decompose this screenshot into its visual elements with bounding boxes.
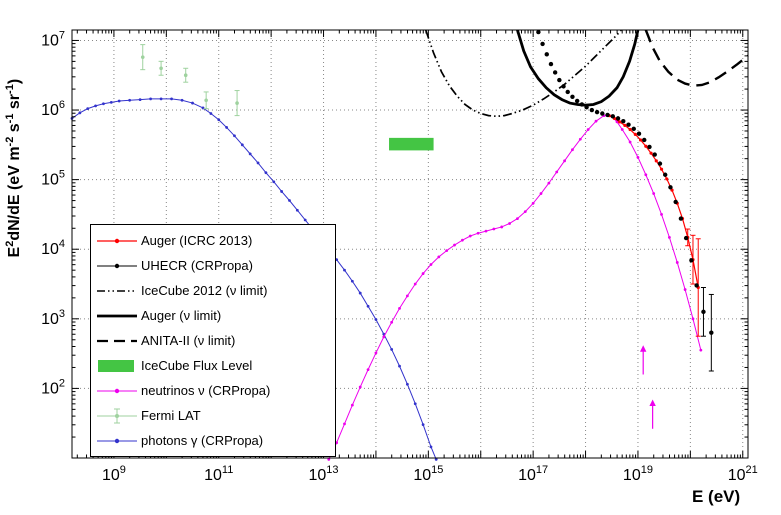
legend-item-auger-icrc2013: Auger (ICRC 2013): [91, 228, 335, 253]
series-auger-icrc2013: [607, 114, 701, 337]
y-axis-title: E2dN/dE (eV m-2 s-1 sr-1): [3, 78, 24, 258]
legend-sample-auger-icrc2013: [97, 238, 137, 243]
svg-text:1011: 1011: [204, 464, 233, 484]
x-axis-title: E (eV): [692, 487, 741, 506]
legend-item-uhecr-crpropa: UHECR (CRPropa): [91, 253, 335, 278]
legend-label: photons γ (CRPropa): [141, 433, 264, 448]
svg-text:1013: 1013: [309, 464, 339, 484]
legend-sample-auger-nu-limit: [97, 314, 137, 317]
svg-text:104: 104: [41, 238, 65, 258]
svg-text:109: 109: [102, 464, 126, 484]
svg-text:102: 102: [41, 377, 65, 397]
legend-label: IceCube Flux Level: [141, 358, 253, 373]
plot-frame: [71, 29, 749, 459]
legend-item-neutrinos-crpropa: neutrinos ν (CRPropa): [91, 378, 335, 403]
legend-label: Auger (ICRC 2013): [141, 233, 253, 248]
legend-item-auger-nu-limit: Auger (ν limit): [91, 303, 335, 328]
legend-item-photons-crpropa: photons γ (CRPropa): [91, 428, 335, 453]
svg-text:106: 106: [41, 99, 65, 119]
legend-sample-uhecr-crpropa: [97, 263, 137, 268]
svg-text:103: 103: [41, 308, 65, 328]
legend-label: UHECR (CRPropa): [141, 258, 253, 273]
icecube-flux-band: [389, 137, 434, 151]
legend-label: IceCube 2012 (ν limit): [141, 283, 268, 298]
legend-sample-icecube-flux-level: [98, 359, 134, 372]
series-icecube2012-limit: [424, 29, 622, 118]
series-anita2-limit: [644, 29, 749, 87]
legend-item-anita2-limit: ANITA-II (ν limit): [91, 328, 335, 353]
svg-text:105: 105: [41, 169, 65, 189]
svg-text:1019: 1019: [623, 464, 653, 484]
legend-sample-anita2-limit: [97, 339, 137, 342]
legend-label: Fermi LAT: [141, 408, 201, 423]
legend-sample-photons-crpropa: [97, 438, 137, 443]
legend-sample-fermi-lat: [97, 408, 137, 423]
series-fermi-lat: [140, 44, 240, 117]
tick-labels: 109 1011 1013 1015 1017 1019 1021 102 103 104 105 1…: [41, 29, 758, 484]
svg-text:1015: 1015: [413, 464, 443, 484]
svg-text:1017: 1017: [518, 464, 548, 484]
legend: Auger (ICRC 2013) UHECR (CRPropa) IceCube …: [90, 224, 336, 457]
svg-text:107: 107: [41, 29, 65, 49]
legend-item-fermi-lat: Fermi LAT: [91, 403, 335, 428]
legend-sample-icecube2012-limit: [97, 289, 137, 292]
legend-label: Auger (ν limit): [141, 308, 222, 323]
legend-label: ANITA-II (ν limit): [141, 333, 236, 348]
legend-sample-neutrinos-crpropa: [97, 388, 137, 393]
svg-text:1021: 1021: [728, 464, 758, 484]
legend-label: neutrinos ν (CRPropa): [141, 383, 271, 398]
series-uhecr-crpropa: [536, 29, 714, 372]
legend-item-icecube-flux-level: IceCube Flux Level: [91, 353, 335, 378]
series-neutrinos-crpropa: [327, 114, 703, 461]
legend-item-icecube2012-limit: IceCube 2012 (ν limit): [91, 278, 335, 303]
series-auger-nu-limit: [516, 29, 640, 107]
